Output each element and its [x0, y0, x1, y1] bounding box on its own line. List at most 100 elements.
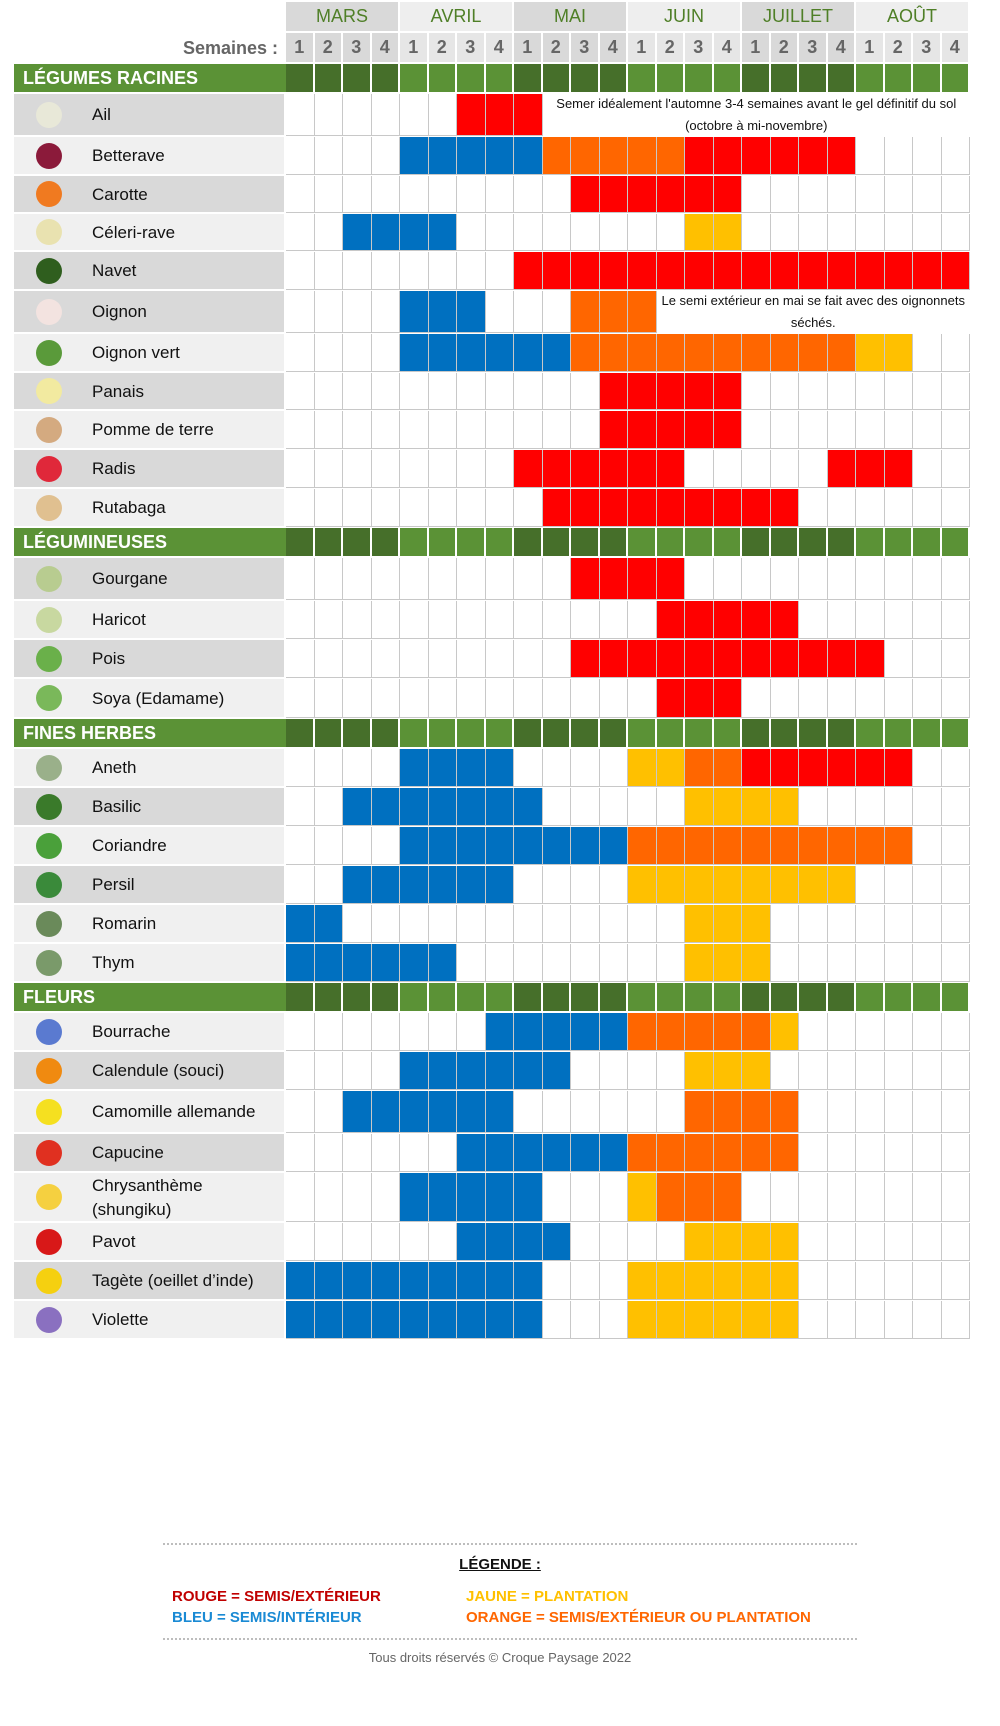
plant-name-text: Pomme de terre	[92, 420, 214, 439]
calendar-cell	[941, 866, 970, 904]
plant-name-text: Pavot	[92, 1232, 136, 1251]
calendar-cell	[685, 905, 714, 943]
calendar-cell	[485, 749, 514, 787]
calendar-cell	[343, 176, 372, 213]
calendar-cell	[770, 411, 799, 449]
week-number: 3	[913, 33, 942, 62]
plant-name: Haricot	[92, 608, 146, 632]
calendar-cell	[799, 601, 828, 639]
plant-name: Calendule (souci)	[92, 1059, 224, 1083]
calendar-cell	[913, 1013, 942, 1051]
calendar-cell	[884, 1262, 913, 1300]
calendar-cell	[685, 1223, 714, 1261]
calendar-cell	[913, 788, 942, 826]
calendar-cell	[884, 1173, 913, 1222]
calendar-cell	[685, 601, 714, 639]
plant-name-text: Ail	[92, 105, 111, 124]
calendar-cell	[286, 827, 315, 865]
row-label: Coriandre	[14, 827, 284, 864]
calendar-cell	[514, 749, 543, 787]
calendar-cell	[799, 373, 828, 410]
calendar-cell	[742, 137, 771, 175]
calendar-cell	[514, 640, 543, 678]
nasturtium-icon	[36, 1139, 62, 1166]
calendar-cell	[742, 1013, 771, 1051]
calendar-cell	[713, 1262, 742, 1300]
plant-name: Betterave	[92, 144, 165, 168]
calendar-cell	[314, 94, 343, 136]
calendar-cell	[286, 489, 315, 527]
plant-name-subtext: (shungiku)	[92, 1199, 172, 1219]
calendar-cell	[371, 601, 400, 639]
calendar-cell	[742, 905, 771, 943]
calendar-cell	[913, 558, 942, 600]
calendar-cell	[400, 1262, 429, 1300]
calendar-cell	[343, 601, 372, 639]
calendar-cell	[856, 214, 885, 251]
calendar-cell	[542, 489, 571, 527]
calendar-cell	[913, 373, 942, 410]
plant-name-text: Oignon	[92, 302, 147, 321]
calendar-cell	[827, 1301, 856, 1339]
calendar-cell	[343, 640, 372, 678]
calendar-cell	[628, 1301, 657, 1339]
section-header-cell	[286, 528, 315, 556]
week-number: 2	[884, 33, 913, 62]
calendar-cell	[542, 1013, 571, 1051]
calendar-cell	[799, 679, 828, 718]
calendar-cell	[571, 373, 600, 410]
calendar-cell	[770, 640, 799, 678]
section-header-cell	[428, 983, 457, 1011]
section-header-cell	[457, 528, 486, 556]
week-number: 4	[713, 33, 742, 62]
calendar-cell	[827, 749, 856, 787]
calendar-cell	[884, 1091, 913, 1133]
calendar-cell	[913, 601, 942, 639]
section-header-cell	[314, 719, 343, 747]
section-header-cell	[428, 528, 457, 556]
plant-name: Persil	[92, 873, 135, 897]
section-header-cell	[941, 64, 970, 92]
section-header-cell	[913, 719, 942, 747]
calendar-cell	[827, 1223, 856, 1261]
calendar-cell	[514, 1134, 543, 1172]
row-label: Calendule (souci)	[14, 1052, 284, 1089]
calendar-cell	[656, 489, 685, 527]
section-header-cell	[770, 983, 799, 1011]
calendar-cell	[571, 176, 600, 213]
calendar-cell	[571, 866, 600, 904]
calendar-cell	[856, 1262, 885, 1300]
calendar-cell	[542, 866, 571, 904]
calendar-cell	[685, 489, 714, 527]
calendar-cell	[770, 679, 799, 718]
calendar-cell	[314, 944, 343, 982]
calendar-cell	[542, 252, 571, 290]
calendar-cell	[457, 1223, 486, 1261]
calendar-cell	[628, 827, 657, 865]
calendar-cell	[485, 827, 514, 865]
section-header-cell	[286, 983, 315, 1011]
calendar-cell	[599, 827, 628, 865]
calendar-cell	[827, 601, 856, 639]
calendar-cell	[371, 749, 400, 787]
plant-name-text: Capucine	[92, 1143, 164, 1162]
calendar-cell	[485, 1013, 514, 1051]
calendar-cell	[571, 905, 600, 943]
calendar-cell	[628, 558, 657, 600]
calendar-cell	[428, 827, 457, 865]
calendar-cell	[371, 679, 400, 718]
plant-name: Carotte	[92, 183, 148, 207]
calendar-cell	[856, 640, 885, 678]
calendar-cell	[770, 1134, 799, 1172]
calendar-cell	[656, 334, 685, 372]
calendar-cell	[599, 373, 628, 410]
calendar-cell	[314, 1301, 343, 1339]
chamomile-icon	[36, 1098, 62, 1125]
plant-name-text: Violette	[92, 1310, 149, 1329]
calendar-cell	[428, 291, 457, 333]
calendar-cell	[742, 489, 771, 527]
row-label: Violette	[14, 1301, 284, 1338]
calendar-cell	[485, 1223, 514, 1261]
calendar-cell	[628, 373, 657, 410]
calendar-cell	[770, 176, 799, 213]
